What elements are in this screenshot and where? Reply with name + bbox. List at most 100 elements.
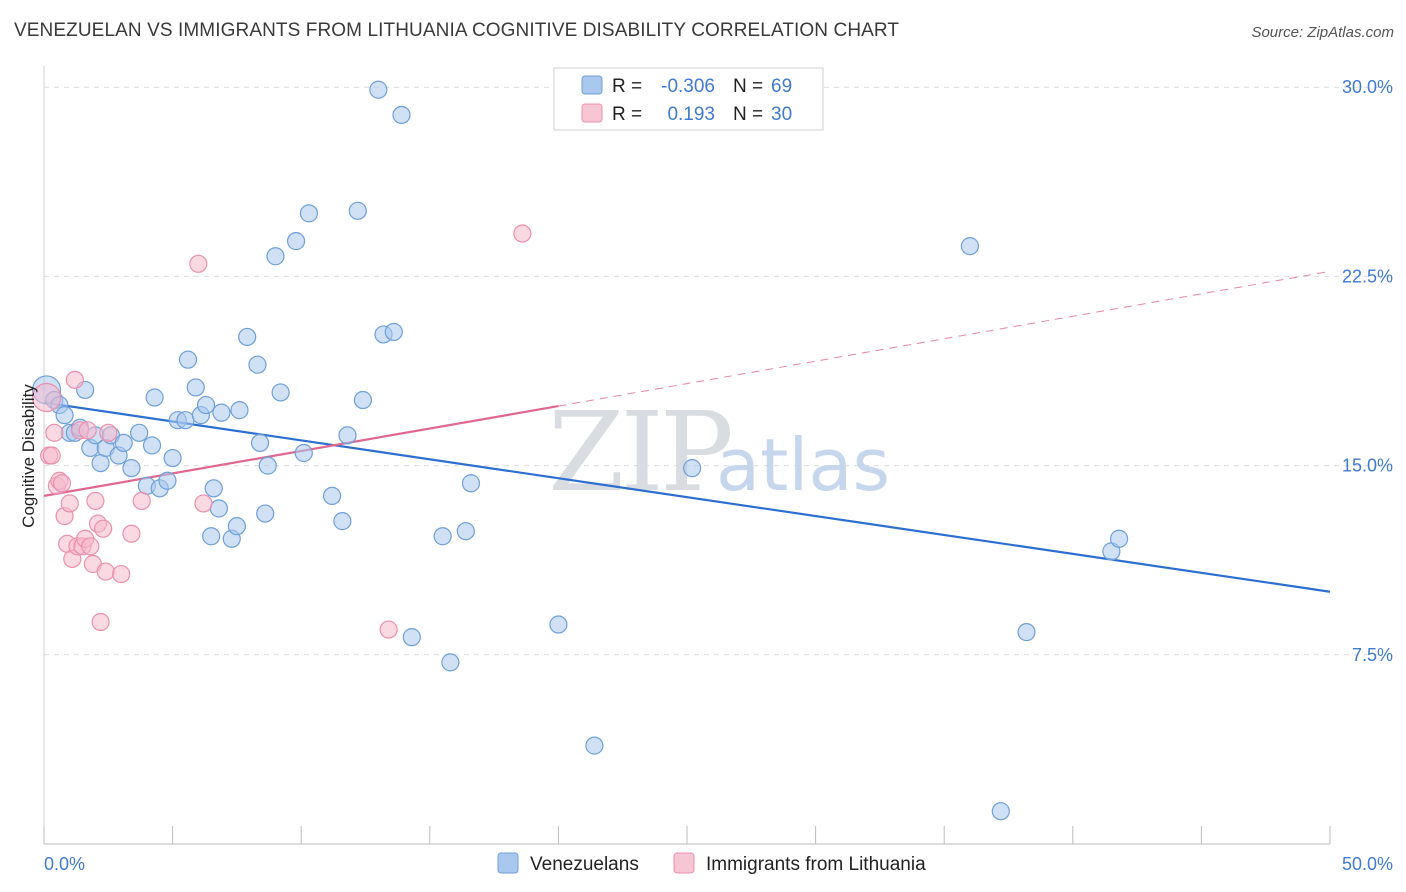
watermark-atlas: atlas xyxy=(716,423,890,507)
lithuania-point-16 xyxy=(78,421,97,440)
venezuelan-point-64 xyxy=(991,802,1010,821)
venezuelan-point-63 xyxy=(960,237,980,256)
gridlines xyxy=(44,86,1392,656)
trend-line-extension-1 xyxy=(558,270,1331,407)
y-tick-labels: 7.5% 15.0% 22.5% 30.0% xyxy=(1342,77,1393,665)
venezuelan-point-61 xyxy=(585,736,604,755)
venezuelan-point-10 xyxy=(91,453,110,473)
legend-swatch-venezuelans xyxy=(581,75,603,95)
venezuelan-point-59 xyxy=(461,474,481,493)
lithuania-point-28 xyxy=(189,254,208,273)
venezuelan-point-18 xyxy=(142,436,162,455)
venezuelan-point-46 xyxy=(322,486,342,505)
y-tick-label-2: 22.5% xyxy=(1342,266,1393,286)
legend-r-value-2: 0.193 xyxy=(667,104,715,125)
series-legend-swatch-venezuelans xyxy=(497,852,519,874)
venezuelan-point-51 xyxy=(369,80,388,99)
series-legend-label-venezuelans: Venezuelans xyxy=(530,854,639,875)
venezuelan-point-22 xyxy=(163,448,182,468)
venezuelan-point-45 xyxy=(294,443,313,463)
venezuelan-point-34 xyxy=(227,517,246,536)
venezuelan-point-36 xyxy=(238,327,257,347)
venezuelan-point-30 xyxy=(204,479,223,498)
venezuelan-point-60 xyxy=(549,615,568,634)
correlation-legend: R = -0.306 N = 69 R = 0.193 N = 30 xyxy=(553,67,824,131)
lithuania-point-29 xyxy=(194,494,213,513)
venezuelan-point-42 xyxy=(271,383,290,402)
legend-r-label-1: R = xyxy=(612,76,642,97)
legend-r-label-2: R = xyxy=(612,104,642,125)
data-points xyxy=(31,80,1129,821)
lithuania-point-26 xyxy=(122,524,141,543)
venezuelan-point-3 xyxy=(55,406,74,425)
legend-n-label-2: N = xyxy=(733,104,763,125)
lithuania-point-25 xyxy=(112,564,131,584)
lithuania-point-9 xyxy=(60,494,79,513)
chart-title: VENEZUELAN VS IMMIGRANTS FROM LITHUANIA … xyxy=(14,20,900,41)
legend-n-label-1: N = xyxy=(733,76,763,97)
venezuelan-point-48 xyxy=(338,426,357,445)
lithuania-point-0 xyxy=(31,382,62,413)
venezuelan-point-39 xyxy=(256,504,275,523)
venezuelan-point-26 xyxy=(186,378,205,397)
venezuelan-point-38 xyxy=(250,433,270,453)
venezuelan-point-32 xyxy=(212,403,231,422)
y-tick-label-1: 15.0% xyxy=(1342,456,1393,476)
lithuania-point-6 xyxy=(52,474,72,493)
y-tick-label-0: 7.5% xyxy=(1352,645,1393,665)
lithuania-point-21 xyxy=(91,612,110,632)
lithuania-point-31 xyxy=(513,224,532,243)
venezuelan-point-15 xyxy=(122,459,141,478)
lithuania-point-3 xyxy=(45,423,64,442)
venezuelan-point-62 xyxy=(683,459,702,478)
venezuelan-point-43 xyxy=(286,232,306,251)
lithuania-point-27 xyxy=(132,491,151,511)
legend-r-value-1: -0.306 xyxy=(661,76,715,97)
venezuelan-point-58 xyxy=(456,522,475,541)
lithuania-point-30 xyxy=(379,620,398,639)
venezuelan-point-31 xyxy=(209,499,228,518)
venezuelan-point-28 xyxy=(196,395,216,415)
lithuania-point-11 xyxy=(65,370,84,389)
venezuelan-point-40 xyxy=(258,456,277,475)
y-tick-label-3: 30.0% xyxy=(1342,77,1393,97)
lithuania-point-22 xyxy=(94,519,113,538)
x-tick-label-0: 0.0% xyxy=(44,854,85,874)
venezuelan-point-41 xyxy=(266,247,285,266)
x-tick-label-1: 50.0% xyxy=(1342,854,1393,874)
venezuelan-point-47 xyxy=(333,512,352,531)
legend-n-value-1: 69 xyxy=(771,76,792,97)
legend-swatch-lithuania xyxy=(581,103,603,123)
source-credit: Source: ZipAtlas.com xyxy=(1251,24,1394,41)
lithuania-point-23 xyxy=(96,562,115,581)
x-tick-labels: 0.0% 50.0% xyxy=(44,854,1393,874)
lithuania-point-2 xyxy=(42,446,61,465)
venezuelan-point-57 xyxy=(441,653,460,672)
venezuelan-point-44 xyxy=(299,204,319,223)
watermark: ZIP atlas xyxy=(548,388,890,516)
venezuelan-point-24 xyxy=(176,411,195,430)
lithuania-point-24 xyxy=(99,423,118,442)
venezuelan-point-53 xyxy=(384,322,403,342)
y-axis-label: Cognitive Disability xyxy=(19,384,38,528)
series-legend-swatch-lithuania xyxy=(673,852,695,874)
venezuelan-point-50 xyxy=(353,390,373,410)
venezuelan-point-67 xyxy=(1109,529,1129,548)
series-legend: Venezuelans Immigrants from Lithuania xyxy=(497,852,926,875)
venezuelan-point-16 xyxy=(130,423,149,442)
venezuelan-point-37 xyxy=(248,355,267,374)
venezuelan-point-14 xyxy=(114,433,133,453)
venezuelan-point-65 xyxy=(1017,623,1036,642)
venezuelan-point-25 xyxy=(178,350,198,369)
watermark-zip: ZIP xyxy=(548,388,731,516)
venezuelan-point-21 xyxy=(158,471,177,490)
legend-n-value-2: 30 xyxy=(771,104,792,125)
venezuelan-point-35 xyxy=(230,401,249,420)
series-legend-label-lithuania: Immigrants from Lithuania xyxy=(706,854,926,875)
venezuelan-point-54 xyxy=(392,105,411,125)
venezuelan-point-49 xyxy=(348,201,367,220)
lithuania-point-17 xyxy=(81,537,100,556)
venezuelan-point-19 xyxy=(145,388,164,407)
lithuania-point-19 xyxy=(86,491,105,511)
